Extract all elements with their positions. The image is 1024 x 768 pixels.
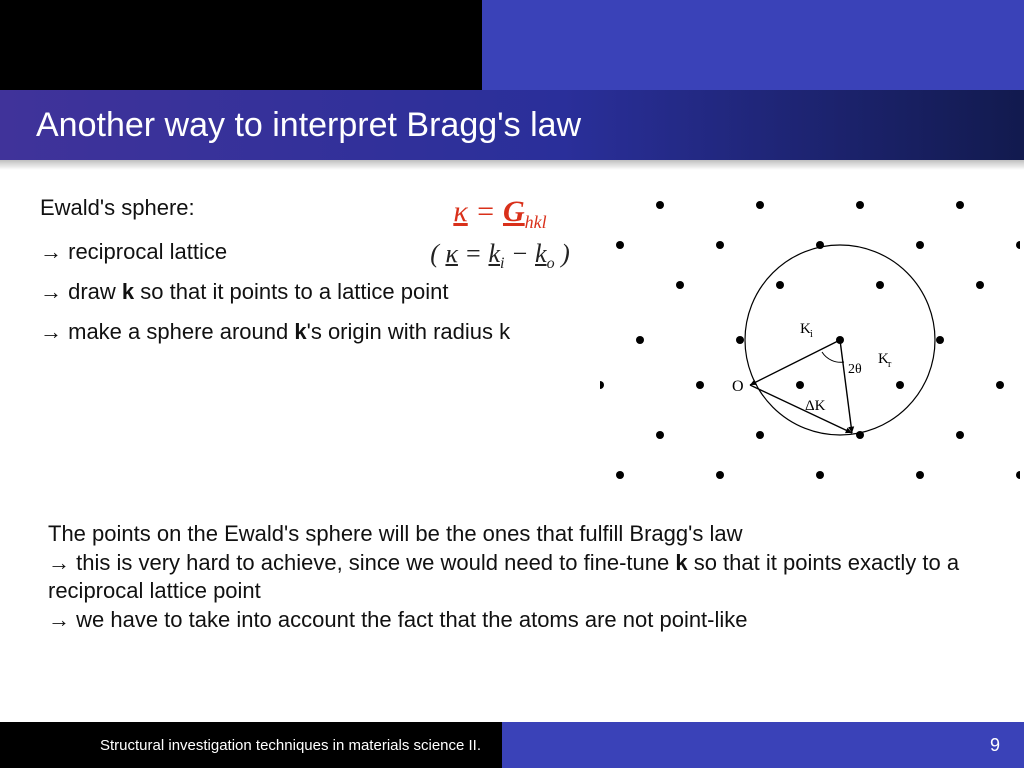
top-blue-block <box>482 0 1024 90</box>
svg-text:i: i <box>810 329 813 340</box>
page-number: 9 <box>990 735 1000 756</box>
lower-line-2: → this is very hard to achieve, since we… <box>48 549 978 606</box>
formula-block: κ = Ghkl ( κ = ki − ko ) <box>395 195 605 273</box>
footer-right: 9 <box>502 722 1024 768</box>
title-shadow <box>0 160 1024 170</box>
lower-paragraph: The points on the Ewald's sphere will be… <box>48 520 978 634</box>
top-black-block <box>0 0 482 90</box>
svg-text:2θ: 2θ <box>848 362 862 377</box>
bullet-2: → draw k so that it points to a lattice … <box>40 279 570 305</box>
top-banner <box>0 0 1024 90</box>
footer-left: Structural investigation techniques in m… <box>0 722 502 768</box>
bullet-3: → make a sphere around k's origin with r… <box>40 319 570 345</box>
formula-main: κ = Ghkl <box>395 195 605 233</box>
footer: Structural investigation techniques in m… <box>0 722 1024 768</box>
ewald-sphere-diagram: OKiKrΔK2θ <box>600 185 1020 485</box>
formula-sub: ( κ = ki − ko ) <box>395 239 605 273</box>
title-bar: Another way to interpret Bragg's law <box>0 90 1024 160</box>
footer-course-title: Structural investigation techniques in m… <box>100 737 481 754</box>
lower-line-1: The points on the Ewald's sphere will be… <box>48 520 978 549</box>
svg-text:r: r <box>888 359 892 370</box>
slide-title: Another way to interpret Bragg's law <box>36 106 581 145</box>
lower-line-3: → we have to take into account the fact … <box>48 606 978 635</box>
svg-text:ΔK: ΔK <box>805 398 826 414</box>
svg-text:O: O <box>732 378 744 395</box>
